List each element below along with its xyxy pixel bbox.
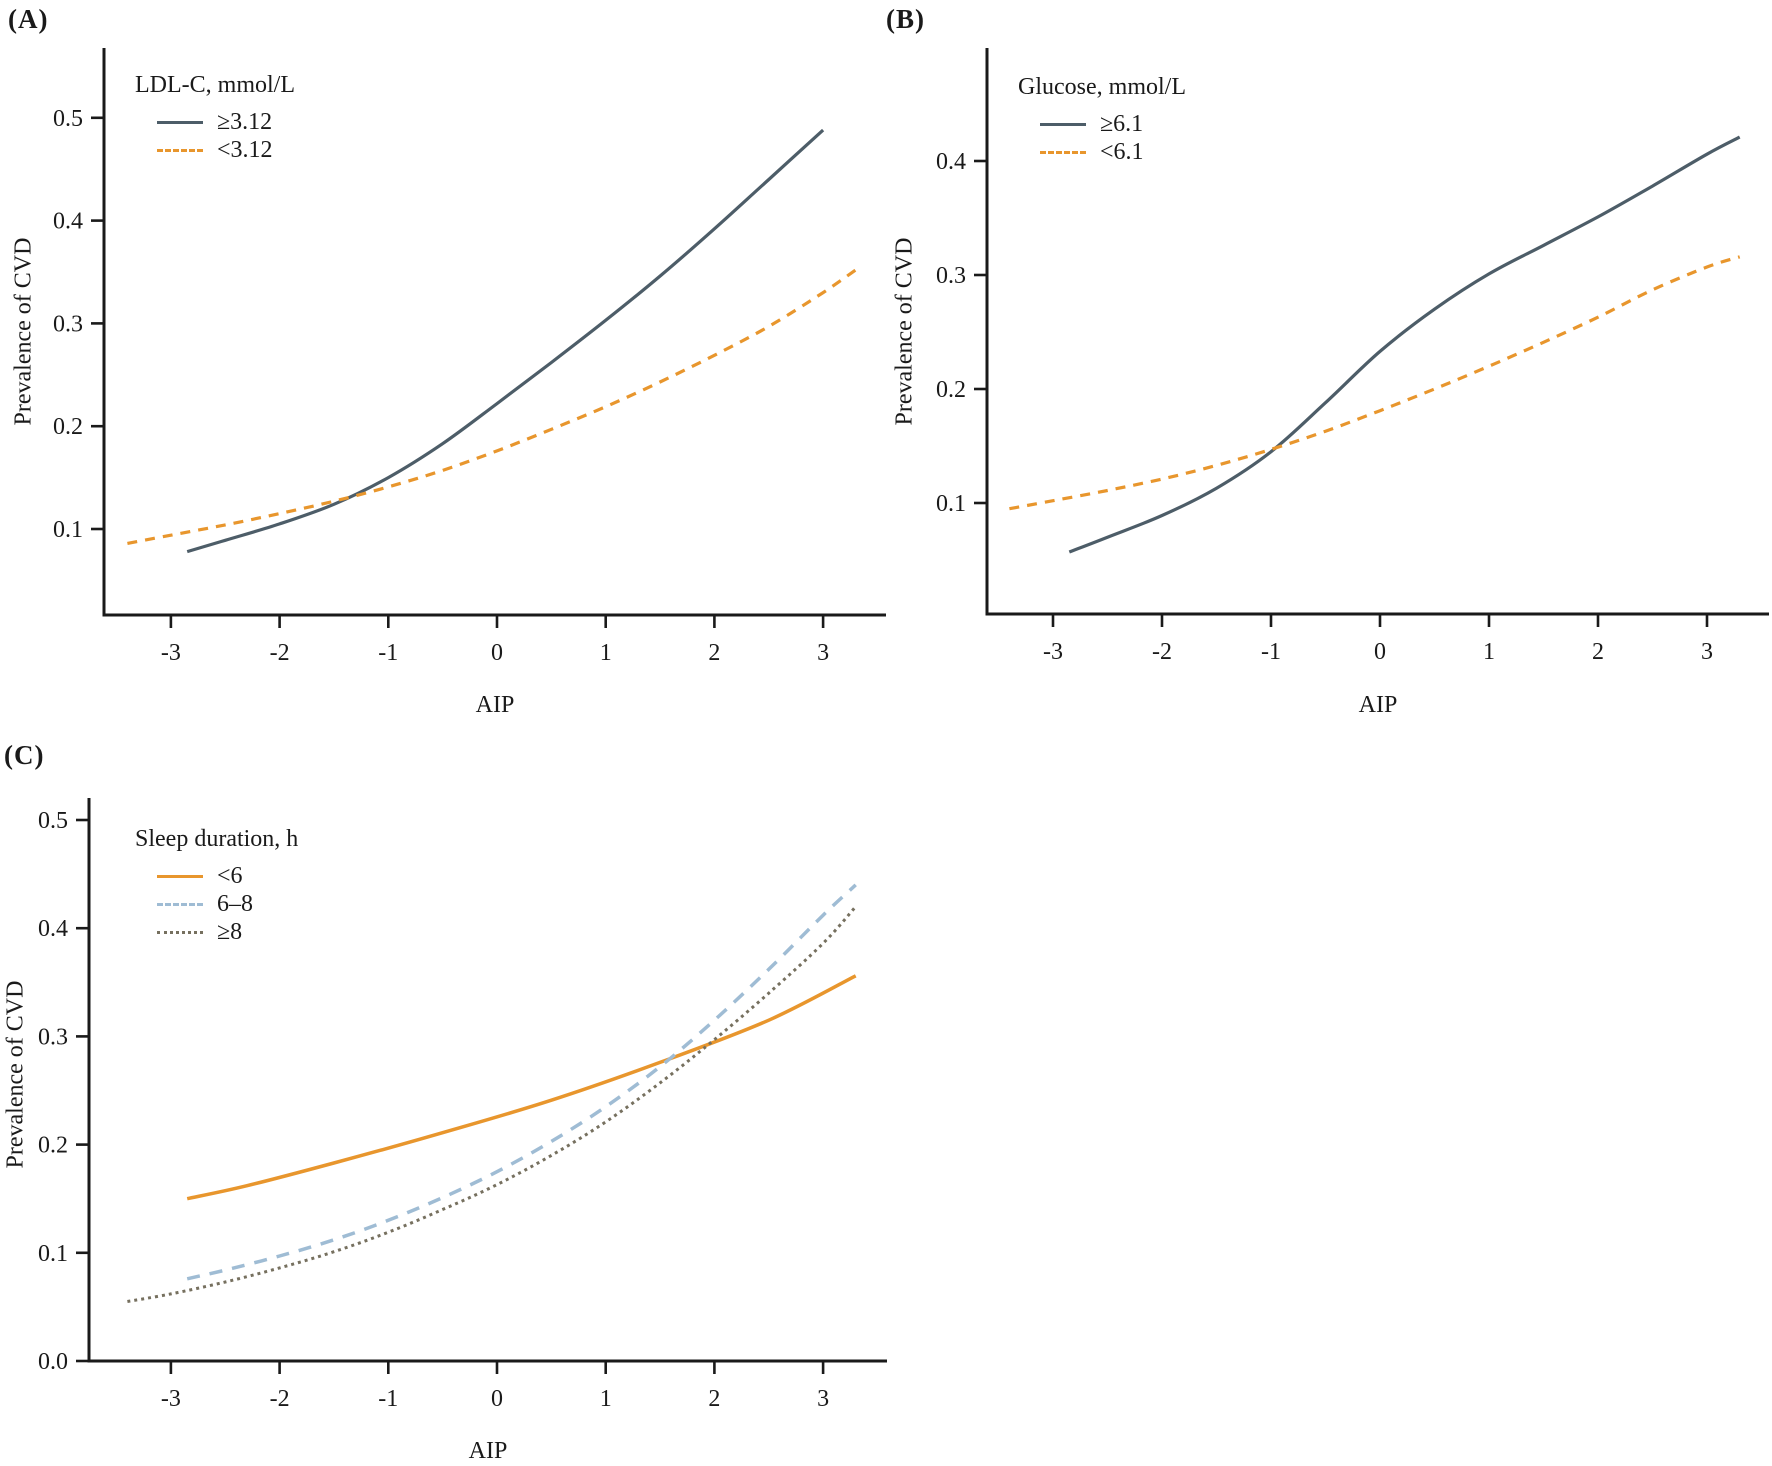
panel-C: -3 -2 -1 0 1 2 3 0.0 0.1 0.2 0.3 0.4 0.5 (38, 798, 887, 1412)
y-tick-label: 0.1 (38, 1241, 68, 1267)
x-tick-label: -2 (270, 640, 290, 666)
panel-B: -3 -2 -1 0 1 2 3 0.1 0.2 0.3 0.4 (936, 48, 1769, 665)
panel-A: -3 -2 -1 0 1 2 3 0.1 0.2 0.3 0.4 0.5 (53, 48, 886, 666)
x-tick-label: -2 (270, 1386, 290, 1412)
panel-b-yaxis-title: Prevalence of CVD (891, 237, 918, 426)
panel-b-xaxis-title: AIP (1358, 692, 1398, 718)
y-tick-label: 0.1 (936, 491, 966, 517)
panel-b-legend: Glucose, mmol/L ≥6.1 <6.1 (1018, 74, 1186, 166)
y-tick-label: 0.2 (38, 1133, 68, 1159)
x-tick-label: 0 (1374, 639, 1386, 665)
x-tick-label: -2 (1152, 639, 1172, 665)
panel-c-label: (C) (4, 740, 45, 770)
legend-item: ≥8 (135, 918, 298, 946)
series-line-C-<6 (186, 974, 857, 1201)
y-tick-label: 0.5 (38, 808, 68, 834)
legend-title: LDL-C, mmol/L (135, 72, 295, 98)
panel-c-xaxis-title: AIP (468, 1438, 508, 1464)
x-tick-label: -3 (1043, 639, 1063, 665)
y-tick-label: 0.4 (936, 149, 966, 175)
series-line-C-≥8 (127, 905, 857, 1303)
series-line-B-<6.1 (1009, 255, 1741, 511)
y-tick-label: 0.3 (936, 263, 966, 289)
legend-title: Glucose, mmol/L (1018, 74, 1186, 100)
legend-item: <6 (135, 862, 298, 890)
panel-a-label: (A) (8, 4, 49, 34)
x-tick-label: 0 (491, 640, 503, 666)
y-tick-label: 0.4 (38, 916, 68, 942)
x-tick-label: 3 (817, 640, 829, 666)
x-tick-label: -1 (1261, 639, 1281, 665)
legend-item: ≥3.12 (135, 108, 295, 136)
x-tick-label: 3 (817, 1386, 829, 1412)
legend-item: 6–8 (135, 890, 298, 918)
panel-c-legend: Sleep duration, h <6 6–8 ≥8 (135, 826, 298, 946)
panel-b-label: (B) (886, 4, 925, 34)
series-line-A-≥3.12 (186, 128, 825, 554)
x-tick-label: 1 (600, 640, 612, 666)
panel-a-legend: LDL-C, mmol/L ≥3.12 <3.12 (135, 72, 295, 164)
panel-c-yaxis-title: Prevalence of CVD (2, 980, 29, 1169)
legend-item: <6.1 (1018, 138, 1186, 166)
legend-line-sample (157, 902, 203, 906)
x-tick-label: 1 (600, 1386, 612, 1412)
legend-item: ≥6.1 (1018, 110, 1186, 138)
y-tick-label: 0.2 (53, 414, 83, 440)
y-tick-label: 0.1 (53, 517, 83, 543)
x-tick-label: 1 (1483, 639, 1495, 665)
x-tick-label: -3 (161, 640, 181, 666)
series-line-B-≥6.1 (1068, 135, 1741, 554)
x-tick-label: -1 (378, 640, 398, 666)
legend-item: <3.12 (135, 136, 295, 164)
x-tick-label: 0 (491, 1386, 503, 1412)
legend-line-sample (157, 930, 203, 934)
series-line-C-6–8 (186, 883, 857, 1281)
x-tick-label: -3 (161, 1386, 181, 1412)
y-tick-label: 0.4 (53, 209, 83, 235)
y-tick-label: 0.5 (53, 106, 83, 132)
x-tick-label: 2 (1592, 639, 1604, 665)
y-tick-label: 0.3 (53, 311, 83, 337)
x-tick-label: 2 (708, 1386, 720, 1412)
legend-line-sample (1040, 150, 1086, 154)
series-line-A-<3.12 (127, 268, 857, 545)
y-tick-label: 0.0 (38, 1349, 68, 1375)
legend-line-sample (157, 148, 203, 152)
legend-title: Sleep duration, h (135, 826, 299, 852)
legend-line-sample (157, 120, 203, 124)
panel-a-yaxis-title: Prevalence of CVD (10, 237, 37, 426)
legend-line-sample (157, 874, 203, 878)
legend-line-sample (1040, 122, 1086, 126)
y-tick-label: 0.2 (936, 377, 966, 403)
x-tick-label: 3 (1701, 639, 1713, 665)
y-tick-label: 0.3 (38, 1024, 68, 1050)
x-tick-label: 2 (708, 640, 720, 666)
x-tick-label: -1 (378, 1386, 398, 1412)
panel-a-xaxis-title: AIP (475, 692, 515, 718)
